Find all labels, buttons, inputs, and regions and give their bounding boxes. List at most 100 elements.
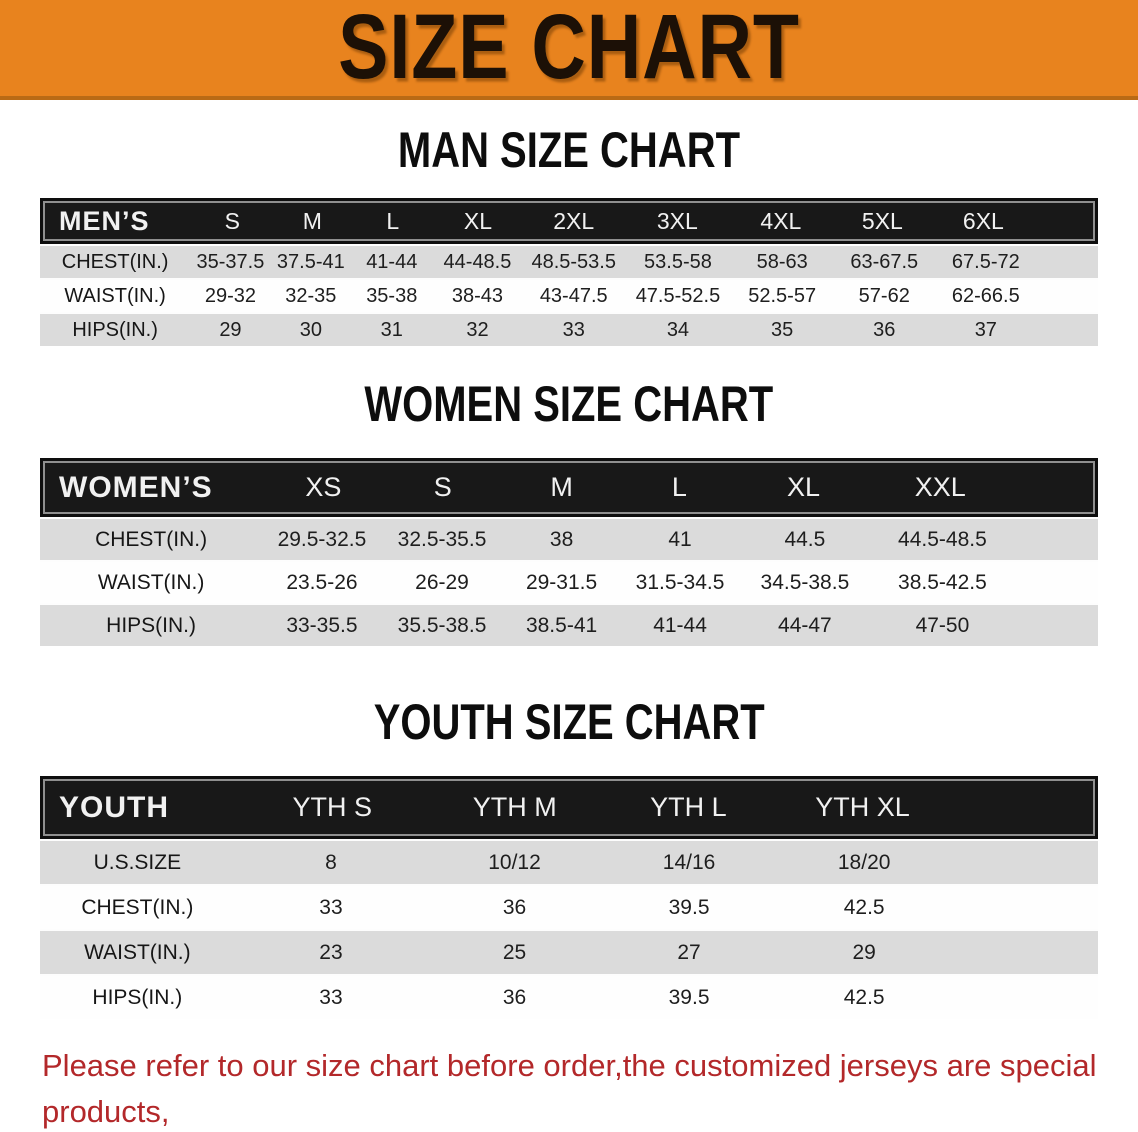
size-cell: 18/20 [837, 850, 891, 874]
size-cell: 63-67.5 [850, 250, 919, 273]
column-header: M [302, 207, 322, 234]
size-cell: 37.5-41 [276, 250, 345, 273]
column-header: YTH M [472, 792, 557, 822]
youth-heading-text: YOUTH SIZE CHART [373, 695, 765, 751]
size-cell: 34.5-38.5 [760, 570, 850, 594]
column-header: 6XL [962, 207, 1004, 234]
filler-cell [1012, 461, 1095, 514]
women-table-header-row: WOMEN’S XS S M L XL XXL [40, 458, 1098, 517]
youth-size-table: YOUTH YTH S YTH M YTH L YTH XL U.S.SIZE … [40, 776, 1098, 1019]
size-cell: 29.5-32.5 [277, 527, 367, 551]
size-cell: 30 [299, 318, 322, 341]
size-cell: 44.5-48.5 [898, 527, 987, 551]
table-row: CHEST(IN.) 35-37.5 37.5-41 41-44 44-48.5… [40, 244, 1098, 278]
row-label: WAIST(IN.) [97, 570, 205, 594]
size-cell: 35-37.5 [196, 250, 265, 273]
row-label: HIPS(IN.) [72, 318, 158, 341]
women-size-table: WOMEN’S XS S M L XL XXL CHEST(IN.) 29.5-… [40, 458, 1098, 646]
column-header: L [386, 207, 400, 234]
size-cell: 67.5-72 [951, 250, 1020, 273]
size-cell: 42.5 [843, 895, 885, 919]
table-row: HIPS(IN.) 29 30 31 32 33 34 35 36 37 [40, 312, 1098, 346]
column-header: 4XL [760, 207, 802, 234]
size-cell: 29-32 [204, 284, 257, 307]
size-cell: 23 [319, 940, 343, 964]
size-cell: 29-31.5 [525, 570, 598, 594]
row-label: HIPS(IN.) [106, 613, 196, 637]
filler-cell [950, 779, 1095, 836]
women-table-body: CHEST(IN.) 29.5-32.5 32.5-35.5 38 41 44.… [40, 517, 1098, 646]
size-cell: 35 [771, 318, 794, 341]
row-label: U.S.SIZE [93, 850, 182, 874]
row-label: CHEST(IN.) [81, 895, 194, 919]
size-cell: 33 [319, 895, 343, 919]
size-cell: 33-35.5 [286, 613, 358, 637]
size-cell: 41-44 [366, 250, 418, 273]
men-size-table: MEN’S S M L XL 2XL 3XL 4XL 5XL 6XL CHEST… [40, 198, 1098, 346]
table-row: HIPS(IN.) 33-35.5 35.5-38.5 38.5-41 41-4… [40, 603, 1098, 646]
youth-table-corner-label: YOUTH [59, 790, 169, 824]
filler-cell [1037, 246, 1097, 278]
men-table-body: CHEST(IN.) 35-37.5 37.5-41 41-44 44-48.5… [40, 244, 1098, 346]
size-cell: 37 [974, 318, 997, 341]
filler-cell [952, 841, 1098, 884]
size-cell: 39.5 [668, 895, 710, 919]
column-header: 5XL [861, 207, 903, 234]
size-cell: 34 [666, 318, 690, 341]
column-header: 3XL [656, 207, 698, 234]
size-cell: 47-50 [915, 613, 970, 637]
column-header: M [550, 472, 573, 502]
size-cell: 48.5-53.5 [531, 250, 616, 273]
men-section-heading: MAN SIZE CHART [0, 124, 1138, 177]
size-cell: 47.5-52.5 [635, 284, 721, 307]
size-cell: 10/12 [488, 850, 541, 874]
row-label: CHEST(IN.) [61, 250, 169, 273]
men-table-corner-label: MEN’S [59, 205, 150, 236]
size-cell: 32.5-35.5 [397, 527, 487, 551]
size-cell: 36 [502, 895, 527, 919]
size-cell: 38 [549, 527, 574, 551]
size-cell: 23.5-26 [286, 570, 358, 594]
youth-table-body: U.S.SIZE 8 10/12 14/16 18/20 CHEST(IN.) … [40, 839, 1098, 1019]
size-cell: 36 [502, 985, 527, 1009]
size-cell: 27 [677, 940, 701, 964]
size-cell: 8 [325, 850, 337, 874]
size-cell: 41-44 [653, 613, 707, 637]
column-header: XS [305, 472, 342, 502]
size-cell: 38.5-41 [525, 613, 598, 637]
size-cell: 57-62 [858, 284, 910, 307]
column-header: S [224, 207, 241, 234]
size-cell: 62-66.5 [951, 284, 1020, 307]
banner-title: SIZE CHART [338, 0, 800, 99]
row-label: CHEST(IN.) [95, 527, 208, 551]
size-chart-banner: SIZE CHART [0, 0, 1138, 100]
filler-cell [952, 976, 1098, 1019]
youth-table-header-row: YOUTH YTH S YTH M YTH L YTH XL [40, 776, 1098, 839]
size-cell: 31 [380, 318, 403, 341]
size-cell: 35-38 [366, 284, 418, 307]
men-table-header-row: MEN’S S M L XL 2XL 3XL 4XL 5XL 6XL [40, 198, 1098, 244]
column-header: S [433, 472, 452, 502]
filler-cell [1037, 314, 1097, 346]
column-header: YTH XL [815, 792, 910, 822]
filler-cell [952, 931, 1098, 974]
column-header: YTH S [292, 792, 373, 822]
disclaimer-line-1: Please refer to our size chart before or… [42, 1048, 1097, 1129]
table-row: WAIST(IN.) 23 25 27 29 [40, 929, 1098, 974]
column-header: L [671, 472, 687, 502]
filler-cell [1034, 201, 1094, 241]
size-cell: 43-47.5 [539, 284, 608, 307]
filler-cell [1037, 280, 1097, 312]
size-cell: 29 [852, 940, 876, 964]
size-cell: 31.5-34.5 [635, 570, 725, 594]
women-heading-text: WOMEN SIZE CHART [364, 377, 774, 433]
size-cell: 33 [562, 318, 585, 341]
disclaimer-note: Please refer to our size chart before or… [42, 1043, 1138, 1132]
size-cell: 14/16 [662, 850, 716, 874]
filler-cell [1014, 519, 1098, 560]
column-header: 2XL [553, 207, 595, 234]
men-heading-text: MAN SIZE CHART [397, 123, 741, 179]
size-cell: 26-29 [415, 570, 469, 594]
size-cell: 38-43 [451, 284, 504, 307]
size-cell: 32-35 [285, 284, 337, 307]
